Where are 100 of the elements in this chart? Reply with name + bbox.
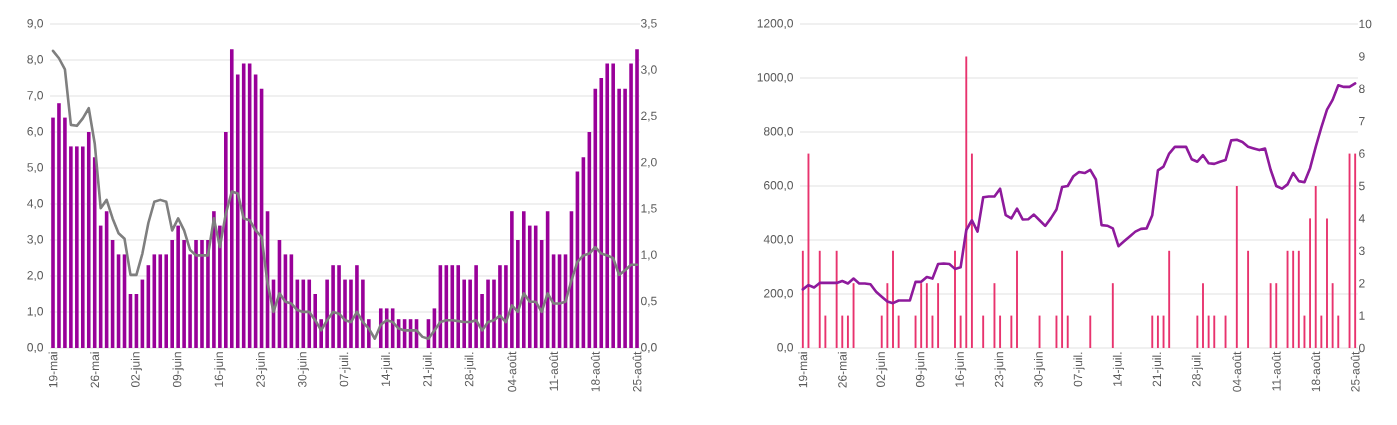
- y2-tick-label: 0: [1358, 343, 1365, 353]
- bar: [337, 265, 341, 348]
- bar: [474, 265, 478, 348]
- x-tick-label: 18-août: [1311, 351, 1321, 392]
- bar: [75, 146, 79, 348]
- bar: [301, 279, 306, 348]
- bar: [164, 254, 169, 348]
- y-tick-label: 400,0: [763, 235, 794, 245]
- y-tick-label: 9,0: [27, 19, 44, 29]
- y2-tick-label: 2: [1359, 279, 1365, 288]
- y2-tick-label: 1,5: [641, 204, 657, 215]
- x-tick-label: 02-juin: [876, 352, 888, 388]
- x-tick-label: 07-juil.: [339, 352, 351, 387]
- bar: [456, 265, 461, 348]
- y2-tick-label: 1,0: [641, 250, 657, 261]
- y2-tick-label: 3,5: [640, 19, 657, 29]
- bar: [504, 265, 508, 348]
- y-tick-label: 0,0: [27, 343, 44, 353]
- x-tick-label: 18-août: [590, 351, 600, 392]
- y-tick-label: 800,0: [763, 127, 794, 137]
- y2-tick-label: 7: [1359, 117, 1365, 126]
- bar: [611, 63, 615, 348]
- bar: [194, 239, 198, 348]
- x-tick-label: 19-mai: [798, 352, 808, 388]
- bar: [480, 293, 484, 348]
- x-tick-label: 23-juin: [255, 352, 268, 387]
- bar: [355, 265, 359, 348]
- y2-tick-label: 4: [1358, 214, 1365, 223]
- bar: [492, 279, 496, 348]
- x-tick-label: 04-août: [1232, 351, 1242, 392]
- x-tick-label: 19-mai: [48, 352, 58, 388]
- bar: [92, 157, 97, 348]
- bar: [176, 225, 180, 348]
- y2-tick-label: 2,0: [641, 157, 657, 168]
- bar: [57, 103, 61, 348]
- bar: [486, 279, 490, 348]
- bar: [510, 211, 514, 348]
- bar: [498, 265, 502, 348]
- y2-tick-label: 6: [1359, 149, 1365, 158]
- x-tick-label: 14-juil.: [381, 352, 393, 386]
- bar: [462, 279, 466, 348]
- bar: [605, 63, 610, 348]
- x-tick-label: 07-juil.: [1073, 352, 1085, 387]
- y-tick-label: 0,0: [777, 343, 794, 353]
- bar: [158, 254, 163, 348]
- x-tick-label: 26-mai: [837, 352, 847, 388]
- y2-tick-label: 10: [1359, 19, 1372, 29]
- bar: [313, 293, 318, 348]
- x-tick-label: 28-juil.: [1191, 352, 1203, 387]
- bar: [206, 239, 210, 348]
- y-tick-label: 3,0: [27, 235, 44, 245]
- bar: [521, 211, 526, 348]
- bar: [468, 279, 472, 348]
- y-tick-label: 600,0: [764, 181, 794, 191]
- y2-tick-label: 2,5: [641, 111, 657, 122]
- x-tick-label: 04-août: [507, 351, 517, 392]
- bar: [331, 265, 335, 348]
- y2-tick-label: 0,5: [641, 296, 657, 307]
- y2-tick-label: 9: [1359, 52, 1365, 61]
- bar: [617, 88, 621, 348]
- bar: [635, 49, 639, 348]
- bar: [51, 117, 55, 348]
- y-tick-label: 6,0: [27, 127, 44, 137]
- y-tick-label: 200,0: [764, 289, 794, 299]
- bar: [629, 63, 633, 348]
- bar: [63, 117, 67, 348]
- bar: [450, 265, 455, 348]
- x-tick-label: 21-juil.: [422, 352, 435, 387]
- x-tick-label: 23-juin: [994, 352, 1006, 387]
- x-tick-label: 11-août: [1271, 351, 1281, 391]
- bar: [533, 225, 538, 348]
- y-tick-label: 1000,0: [757, 73, 794, 83]
- x-tick-label: 25-août: [1350, 351, 1360, 392]
- x-tick-label: 21-juil.: [1152, 352, 1164, 387]
- bar: [516, 239, 520, 348]
- bar: [325, 279, 329, 348]
- bar: [182, 239, 186, 348]
- bar: [224, 132, 228, 348]
- bar: [229, 49, 234, 348]
- bar: [69, 146, 73, 348]
- x-tick-label: 26-mai: [90, 352, 100, 388]
- x-tick-label: 11-août: [549, 351, 559, 391]
- y-tick-label: 2,0: [27, 271, 44, 281]
- x-tick-label: 14-juil.: [1112, 352, 1125, 386]
- y-tick-label: 7,0: [27, 91, 44, 101]
- bar: [212, 211, 216, 348]
- x-tick-label: 30-juin: [297, 352, 309, 388]
- bar: [361, 279, 365, 348]
- bar: [235, 74, 240, 348]
- bar: [81, 146, 85, 348]
- x-tick-label: 16-juin: [955, 352, 967, 387]
- x-tick-label: 02-juin: [130, 352, 143, 388]
- y2-tick-label: 3,0: [640, 65, 657, 76]
- bar: [200, 239, 204, 348]
- bar: [599, 78, 604, 348]
- y-tick-label: 4,0: [27, 199, 44, 209]
- y2-tick-label: 5: [1359, 181, 1365, 191]
- bar: [307, 279, 312, 348]
- y2-tick-label: 0,0: [641, 343, 657, 353]
- bar: [384, 308, 389, 348]
